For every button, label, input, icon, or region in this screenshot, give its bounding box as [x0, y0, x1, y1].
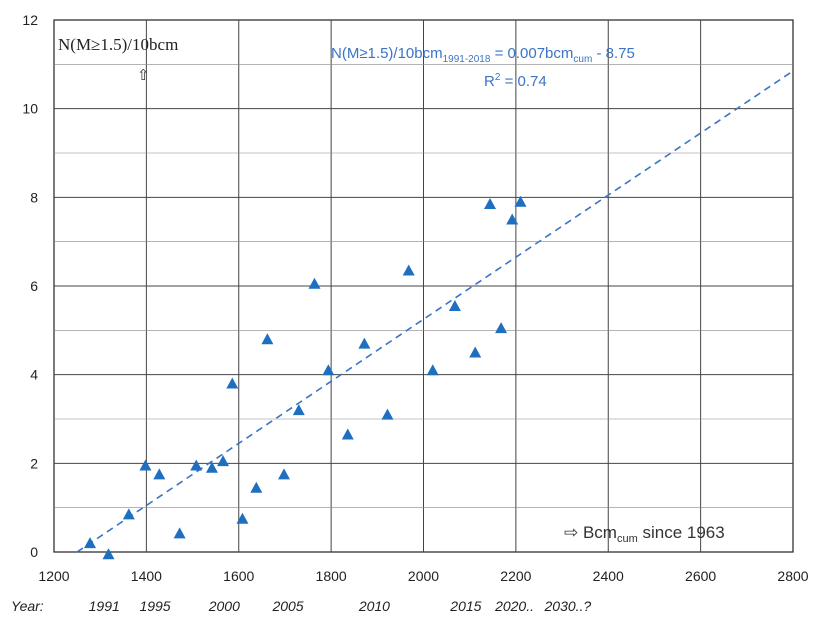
data-point-triangle — [402, 264, 415, 276]
data-point-triangle — [308, 277, 321, 289]
x-axis-note: ⇨ Bcmcum since 1963 — [564, 523, 725, 545]
x-tick-label: 2000 — [408, 568, 439, 584]
data-point-triangle — [226, 377, 239, 389]
r-squared-suffix: = 0.74 — [500, 73, 546, 90]
x-axis-note-subscript: cum — [617, 533, 638, 545]
r-squared: R2 = 0.74 — [484, 72, 547, 90]
data-point-triangle — [358, 337, 371, 349]
x-axis-note-prefix: Bcm — [578, 523, 617, 542]
data-point-triangle — [292, 404, 305, 416]
year-label: 2005 — [271, 598, 303, 614]
up-arrow-icon: ⇧ — [137, 66, 150, 84]
year-label: 2000 — [208, 598, 240, 614]
data-point-triangle — [495, 322, 508, 334]
equation-subscript-years: 1991-2018 — [443, 54, 491, 65]
data-point-triangle — [514, 195, 527, 207]
data-point-triangle — [322, 364, 335, 376]
r-squared-prefix: R — [484, 73, 495, 90]
x-tick-label: 1400 — [131, 568, 162, 584]
data-point-triangle — [84, 537, 97, 549]
data-point-triangle — [217, 455, 230, 467]
grid — [53, 19, 794, 553]
data-point-triangle — [236, 512, 249, 524]
year-label: 2030..? — [544, 598, 592, 614]
data-point-triangle — [261, 333, 274, 345]
equation-middle: = 0.007bcm — [490, 45, 573, 62]
data-point-triangle — [153, 468, 166, 480]
year-row-label: Year: — [11, 598, 44, 614]
trendline-group — [76, 70, 794, 553]
data-point-triangle — [102, 548, 115, 560]
y-tick-label: 0 — [30, 544, 38, 560]
x-tick-label: 2400 — [593, 568, 624, 584]
x-tick-label: 2600 — [685, 568, 716, 584]
y-axis-label: N(M≥1.5)/10bcm — [58, 35, 178, 54]
equation-subscript-cum: cum — [573, 54, 592, 65]
x-axis-note-suffix: since 1963 — [638, 523, 725, 542]
year-label: 2015 — [449, 598, 481, 614]
x-tick-label: 2200 — [500, 568, 531, 584]
y-tick-label: 2 — [30, 455, 38, 471]
x-tick-label: 1200 — [38, 568, 69, 584]
year-label: 2010 — [358, 598, 390, 614]
regression-equation: N(M≥1.5)/10bcm1991-2018 = 0.007bcmcum - … — [331, 45, 635, 65]
data-point-triangle — [426, 364, 439, 376]
y-tick-label: 8 — [30, 189, 38, 205]
data-point-triangle — [139, 459, 152, 471]
y-tick-label: 6 — [30, 278, 38, 294]
trendline — [76, 70, 794, 553]
data-point-triangle — [484, 197, 497, 209]
equation-suffix: - 8.75 — [592, 45, 635, 62]
y-tick-label: 12 — [22, 12, 38, 28]
year-label: 2020.. — [494, 598, 534, 614]
data-point-triangle — [506, 213, 519, 225]
x-tick-label: 2800 — [777, 568, 808, 584]
y-tick-labels: 0 2 4 6 8 10 12 — [22, 12, 38, 560]
data-point-triangle — [173, 527, 186, 539]
y-tick-label: 10 — [22, 101, 38, 117]
year-label: 1991 — [89, 598, 120, 614]
data-point-triangle — [122, 508, 135, 520]
x-tick-label: 1600 — [223, 568, 254, 584]
right-arrow-icon: ⇨ — [564, 523, 578, 543]
data-point-triangle — [250, 481, 263, 493]
r-squared-sup: 2 — [495, 72, 501, 83]
data-point-triangle — [190, 459, 203, 471]
data-point-triangle — [278, 468, 291, 480]
equation-prefix: N(M≥1.5)/10bcm — [331, 45, 443, 62]
x-tick-labels: 1200 1400 1600 1800 2000 2200 2400 2600 2800 — [38, 568, 808, 584]
data-point-triangle — [205, 461, 218, 473]
data-point-triangle — [469, 346, 482, 358]
data-point-triangle — [448, 299, 461, 311]
year-row: Year: 1991 1995 2000 2005 2010 2015 2020.. 2030… — [11, 598, 591, 614]
year-label: 1995 — [139, 598, 170, 614]
x-tick-label: 1800 — [316, 568, 347, 584]
data-point-triangle — [381, 408, 394, 420]
data-point-triangle — [341, 428, 354, 440]
data-points — [84, 195, 527, 560]
y-tick-label: 4 — [30, 367, 38, 383]
